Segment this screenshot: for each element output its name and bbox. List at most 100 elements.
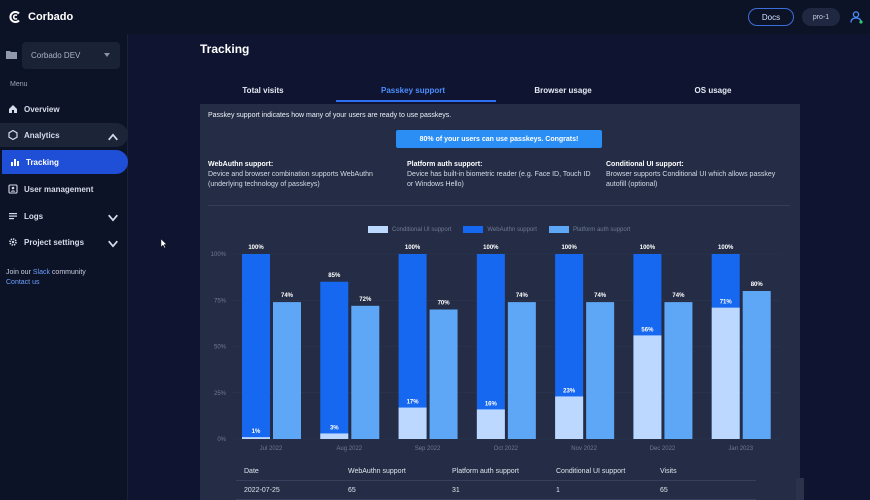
passkey-support-chart: 0% 25% 50% 75% 100% 100% 1% 74% Jul 2022 85% 3% 72%…	[211, 245, 780, 452]
slack-link[interactable]: Slack	[32, 269, 50, 276]
sidebar-item-project-settings[interactable]: Project settings	[0, 230, 128, 254]
chevron-up-icon	[108, 133, 118, 141]
table-cell: 1	[556, 486, 560, 494]
data-label-webauthn: 100%	[248, 245, 264, 251]
data-label-platform: 70%	[438, 301, 451, 307]
passkey-support-panel: Passkey support indicates how many of yo…	[200, 104, 800, 500]
data-label-webauthn: 100%	[640, 245, 656, 251]
legend-item-platform[interactable]: Platform auth support	[548, 226, 630, 233]
data-table: Date WebAuthn support Platform auth supp…	[236, 462, 756, 500]
table-cell: 31	[452, 486, 460, 494]
bar-conditional	[633, 335, 662, 439]
bar-platform	[507, 302, 536, 439]
info-text: Device has built-in biometric reader (e.…	[407, 171, 591, 188]
bar-platform	[586, 302, 615, 439]
data-label-conditional: 56%	[641, 327, 654, 333]
community-text: Join our	[6, 269, 33, 276]
table-header[interactable]: Platform auth support	[452, 467, 519, 475]
table-header[interactable]: Visits	[660, 467, 677, 475]
data-label-conditional: 71%	[720, 300, 733, 306]
data-label-webauthn: 100%	[405, 245, 421, 251]
menu-label: Menu	[10, 81, 28, 88]
sidebar-item-label: User management	[24, 184, 94, 194]
x-tick-label: Oct 2022	[494, 446, 519, 452]
table-cell: 2022-07-25	[244, 486, 280, 494]
legend-swatch	[368, 226, 388, 233]
info-text: Device and browser combination supports …	[208, 171, 373, 188]
bar-chart-icon	[11, 159, 19, 166]
table-header-row: Date WebAuthn support Platform auth supp…	[236, 462, 756, 481]
bar-conditional	[711, 307, 740, 439]
bar-platform	[273, 302, 301, 439]
success-banner: 80% of your users can use passkeys. Cong…	[396, 130, 602, 148]
x-tick-label: Dec 2022	[650, 446, 676, 452]
data-label-platform: 74%	[672, 293, 685, 299]
tab-total-visits[interactable]: Total visits	[242, 86, 284, 95]
sidebar-item-label: Overview	[24, 104, 60, 114]
data-label-platform: 74%	[594, 293, 607, 299]
data-label-webauthn: 100%	[718, 245, 734, 251]
table-header[interactable]: Date	[244, 467, 259, 475]
divider	[208, 205, 790, 206]
data-label-conditional: 23%	[563, 388, 576, 394]
data-label-platform: 74%	[516, 293, 529, 299]
legend-label: Conditional UI support	[392, 226, 452, 233]
gear-icon	[9, 238, 17, 246]
data-label-conditional: 16%	[485, 401, 498, 407]
bar-platform	[742, 291, 771, 439]
x-tick-label: Jul 2022	[260, 446, 283, 452]
table-header[interactable]: Conditional UI support	[556, 467, 626, 475]
project-select[interactable]: Corbado DEV	[22, 42, 120, 69]
contact-us-link[interactable]: Contact us	[6, 279, 40, 286]
table-cell: 65	[660, 486, 668, 494]
data-label-webauthn: 100%	[561, 245, 577, 251]
x-tick-label: Nov 2022	[571, 446, 597, 452]
legend-swatch	[463, 226, 484, 233]
x-tick-label: Sep 2022	[415, 446, 441, 452]
legend-item-conditional[interactable]: Conditional UI support	[368, 226, 451, 233]
app-logo[interactable]: Corbado	[8, 10, 73, 24]
table-header[interactable]: WebAuthn support	[348, 467, 406, 475]
bar-platform	[664, 302, 693, 439]
list-icon	[9, 213, 17, 220]
sidebar-item-label: Project settings	[24, 237, 85, 247]
sidebar-item-tracking[interactable]: Tracking	[2, 150, 128, 174]
page-scrollbar[interactable]	[796, 478, 804, 500]
top-bar: Corbado Docs pro-1	[0, 0, 870, 34]
tab-os-usage[interactable]: OS usage	[694, 86, 732, 95]
users-icon	[8, 184, 18, 194]
info-conditional-ui: Conditional UI support: Browser supports…	[606, 160, 792, 190]
y-tick-label: 75%	[214, 298, 227, 304]
tab-passkey-support[interactable]: Passkey support	[336, 82, 496, 104]
sidebar-item-overview[interactable]: Overview	[0, 97, 128, 121]
bar-webauthn	[320, 281, 349, 439]
x-tick-label: Jan 2023	[728, 446, 753, 452]
legend-item-webauthn[interactable]: WebAuthn support	[463, 226, 537, 233]
sidebar-item-label: Tracking	[26, 157, 59, 167]
main-content: Tracking Total visits Passkey support Br…	[128, 34, 870, 500]
sidebar-item-label: Logs	[24, 211, 44, 221]
info-webauthn: WebAuthn support: Device and browser com…	[208, 160, 398, 190]
data-label-conditional: 1%	[252, 429, 261, 435]
data-label-webauthn: 85%	[328, 273, 341, 279]
y-tick-label: 100%	[211, 252, 227, 258]
chevron-down-icon	[108, 214, 118, 222]
legend-swatch	[548, 226, 569, 233]
bar-conditional	[476, 409, 505, 439]
info-heading: Platform auth support:	[407, 161, 483, 168]
home-icon	[9, 105, 17, 113]
y-tick-label: 25%	[214, 391, 227, 397]
info-platform-auth: Platform auth support: Device has built-…	[407, 160, 597, 190]
sidebar-item-analytics[interactable]: Analytics	[0, 123, 128, 147]
tab-browser-usage[interactable]: Browser usage	[534, 86, 592, 95]
sidebar-item-logs[interactable]: Logs	[0, 204, 128, 228]
intro-text: Passkey support indicates how many of yo…	[208, 112, 452, 119]
project-switcher[interactable]: pro-1	[802, 8, 840, 26]
user-account-icon[interactable]	[849, 10, 863, 24]
community-links: Join our Slack community Contact us	[6, 268, 86, 288]
docs-button[interactable]: Docs	[748, 8, 794, 26]
app-name: Corbado	[28, 11, 74, 23]
folder-icon	[6, 51, 17, 59]
sidebar-item-user-management[interactable]: User management	[0, 177, 128, 201]
data-label-platform: 74%	[281, 293, 294, 299]
